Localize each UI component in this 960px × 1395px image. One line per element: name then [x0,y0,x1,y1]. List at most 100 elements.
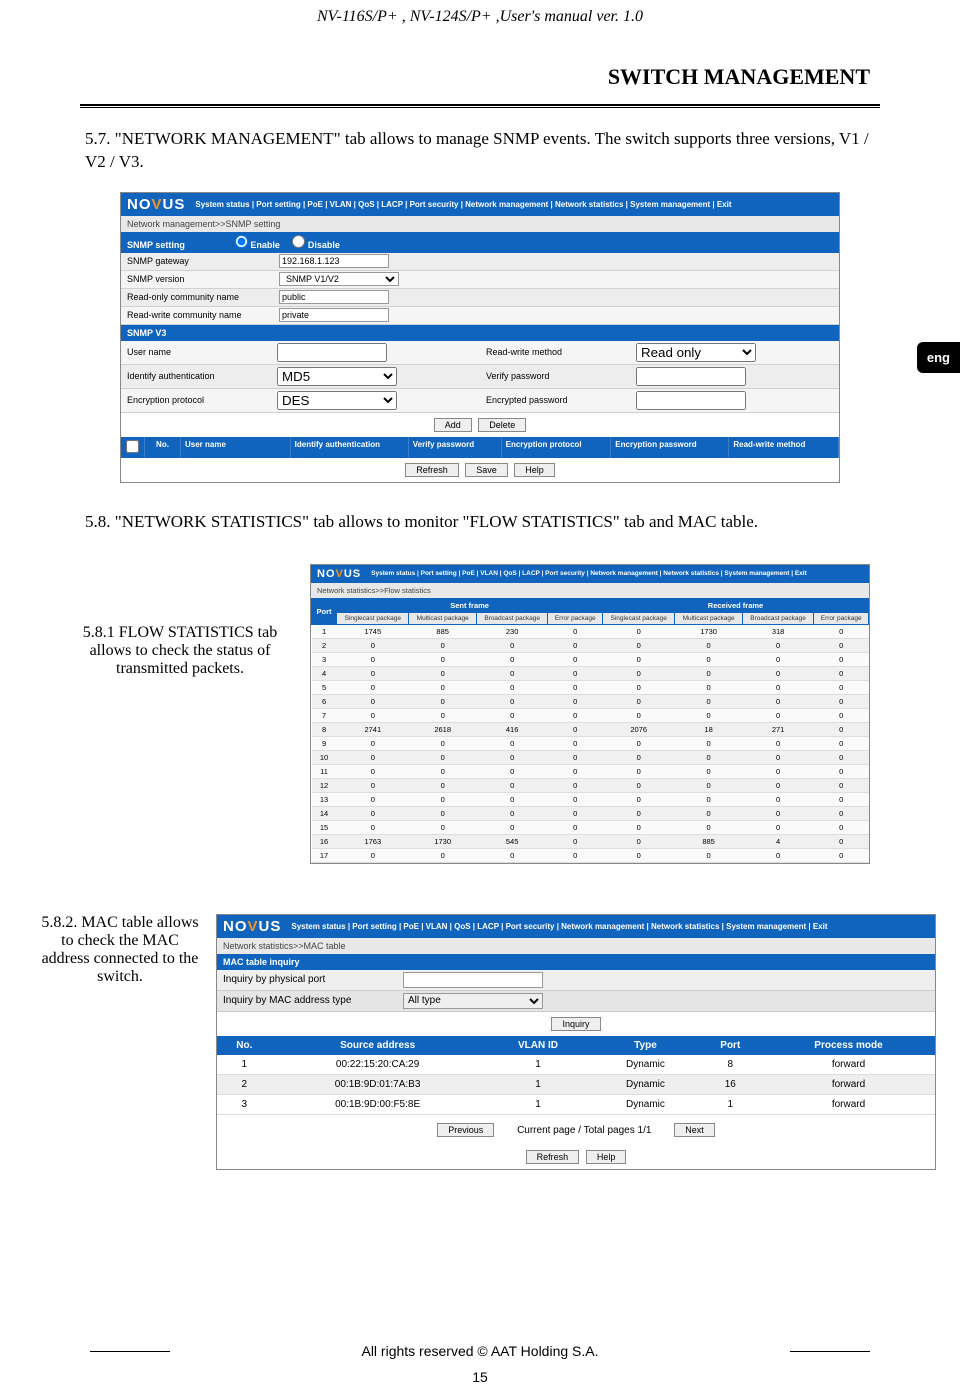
table-cell: forward [762,1094,935,1114]
table-cell: 0 [548,736,603,750]
mac-address-table: No. Source address VLAN ID Type Port Pro… [217,1036,935,1115]
table-cell: 0 [675,792,742,806]
help-button[interactable]: Help [514,463,555,477]
encryption-proto-select[interactable]: DES [277,391,397,410]
table-cell: 0 [742,638,814,652]
table-cell: 12 [312,778,337,792]
table-cell: 0 [548,638,603,652]
refresh-button[interactable]: Refresh [405,463,459,477]
encrypted-password-label: Encrypted password [486,395,636,405]
table-cell: 0 [603,834,675,848]
flow-subcol: Error package [548,612,603,624]
table-row: 1700000000 [312,848,869,862]
table-row: 1100000000 [312,764,869,778]
refresh-button[interactable]: Refresh [526,1150,580,1164]
nav-links[interactable]: System status | Port setting | PoE | VLA… [291,922,827,931]
help-button[interactable]: Help [586,1150,627,1164]
col-port: Port [699,1036,762,1055]
table-cell: 0 [337,792,409,806]
next-button[interactable]: Next [674,1123,715,1137]
identify-auth-select[interactable]: MD5 [277,367,397,386]
table-cell: 0 [742,820,814,834]
table-cell: 0 [476,666,548,680]
table-row: 200000000 [312,638,869,652]
table-cell: 0 [603,666,675,680]
copyright: All rights reserved © AAT Holding S.A. [361,1343,598,1359]
table-cell: 885 [409,624,476,638]
inquiry-type-label: Inquiry by MAC address type [223,995,403,1006]
col-port: Port [312,598,337,624]
encrypted-password-input[interactable] [636,391,746,410]
table-cell: 0 [814,708,869,722]
table-cell: 0 [814,666,869,680]
table-cell: 0 [476,680,548,694]
col-username: User name [181,437,291,458]
disable-radio[interactable]: Disable [292,240,340,250]
table-cell: 15 [312,820,337,834]
inquiry-port-label: Inquiry by physical port [223,974,403,985]
nav-links[interactable]: System status | Port setting | PoE | VLA… [371,570,807,577]
table-cell: 0 [548,722,603,736]
table-cell: 13 [312,792,337,806]
table-cell: 0 [337,848,409,862]
table-cell: 0 [814,694,869,708]
ro-community-input[interactable] [279,290,389,304]
table-cell: 0 [337,806,409,820]
language-tab[interactable]: eng [917,342,960,373]
table-cell: 1745 [337,624,409,638]
snmp-setting-label: SNMP setting [127,240,185,250]
col-type: Type [592,1036,698,1055]
flow-screenshot: NOVUS System status | Port setting | PoE… [310,564,870,864]
version-select[interactable]: SNMP V1/V2 [279,272,399,286]
table-cell: 0 [675,750,742,764]
table-cell: 0 [675,736,742,750]
rw-community-input[interactable] [279,308,389,322]
breadcrumb: Network statistics>>Flow statistics [311,583,869,598]
username-input[interactable] [277,343,387,362]
inquiry-type-select[interactable]: All type [403,993,543,1009]
nav-links[interactable]: System status | Port setting | PoE | VLA… [195,200,731,209]
brand-logo: NOVUS [127,196,185,213]
table-cell: 0 [409,736,476,750]
table-cell: 885 [675,834,742,848]
table-cell: 318 [742,624,814,638]
table-cell: 0 [337,736,409,750]
delete-button[interactable]: Delete [478,418,526,432]
flow-subcol: Broadcast package [476,612,548,624]
table-cell: 0 [742,666,814,680]
table-cell: 0 [603,736,675,750]
table-cell: 0 [603,708,675,722]
table-cell: 6 [312,694,337,708]
paging-status: Current page / Total pages 1/1 [517,1125,651,1136]
table-cell: 0 [409,750,476,764]
table-cell: 0 [675,778,742,792]
table-cell: 4 [312,666,337,680]
gateway-input[interactable] [279,254,389,268]
col-group-received: Received frame [603,598,869,612]
table-cell: 1 [699,1094,762,1114]
table-row: 300000000 [312,652,869,666]
select-all-checkbox[interactable] [126,440,139,453]
inquiry-button[interactable]: Inquiry [551,1017,600,1031]
table-cell: 0 [337,652,409,666]
top-nav: NOVUS System status | Port setting | PoE… [121,193,839,216]
save-button[interactable]: Save [465,463,508,477]
table-cell: Dynamic [592,1055,698,1075]
table-row: 200:1B:9D:01:7A:B31Dynamic16forward [217,1074,935,1094]
table-cell: 416 [476,722,548,736]
previous-button[interactable]: Previous [437,1123,494,1137]
add-button[interactable]: Add [434,418,472,432]
inquiry-port-input[interactable] [403,972,543,988]
table-cell: 16 [312,834,337,848]
table-cell: 1763 [337,834,409,848]
ro-community-label: Read-only community name [121,290,276,304]
table-cell: 0 [337,638,409,652]
gateway-label: SNMP gateway [121,254,276,268]
table-cell: 0 [476,778,548,792]
table-cell: 0 [476,638,548,652]
verify-password-input[interactable] [636,367,746,386]
table-cell: 0 [409,792,476,806]
rw-method-select[interactable]: Read only [636,343,756,362]
col-identify-auth: Identify authentication [291,437,409,458]
enable-radio[interactable]: Enable [235,240,280,250]
